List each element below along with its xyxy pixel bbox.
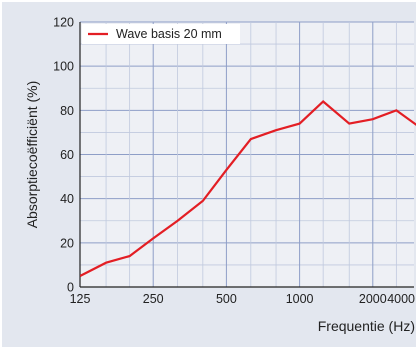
legend: Wave basis 20 mm <box>82 24 240 44</box>
y-tick-label: 60 <box>60 148 74 162</box>
y-tick-label: 100 <box>53 60 74 74</box>
x-tick-label: 1000 <box>286 292 314 306</box>
x-tick-label: 250 <box>143 292 164 306</box>
y-tick-label: 40 <box>60 192 74 206</box>
legend-label: Wave basis 20 mm <box>116 27 222 41</box>
series-lines <box>80 100 416 277</box>
y-tick-label: 80 <box>60 104 74 118</box>
x-tick-label: 125 <box>70 292 91 306</box>
x-tick-labels: 125 250 500 1000 2000 4000 <box>70 292 415 306</box>
y-tick-label: 0 <box>67 281 74 295</box>
legend-box <box>82 24 240 44</box>
gridlines <box>80 21 414 287</box>
y-tick-label: 20 <box>60 236 74 250</box>
axes <box>79 22 414 288</box>
y-axis-label: Absorptiecoëfficiënt (%) <box>24 81 40 229</box>
x-tick-label: 4000 <box>387 292 415 306</box>
x-tick-label: 2000 <box>359 292 387 306</box>
x-tick-label: 500 <box>216 292 237 306</box>
y-tick-labels: 0 20 40 60 80 100 120 <box>53 16 74 295</box>
series-line <box>80 100 416 277</box>
y-tick-label: 120 <box>53 16 74 30</box>
x-axis-label: Frequentie (Hz) <box>318 318 415 334</box>
